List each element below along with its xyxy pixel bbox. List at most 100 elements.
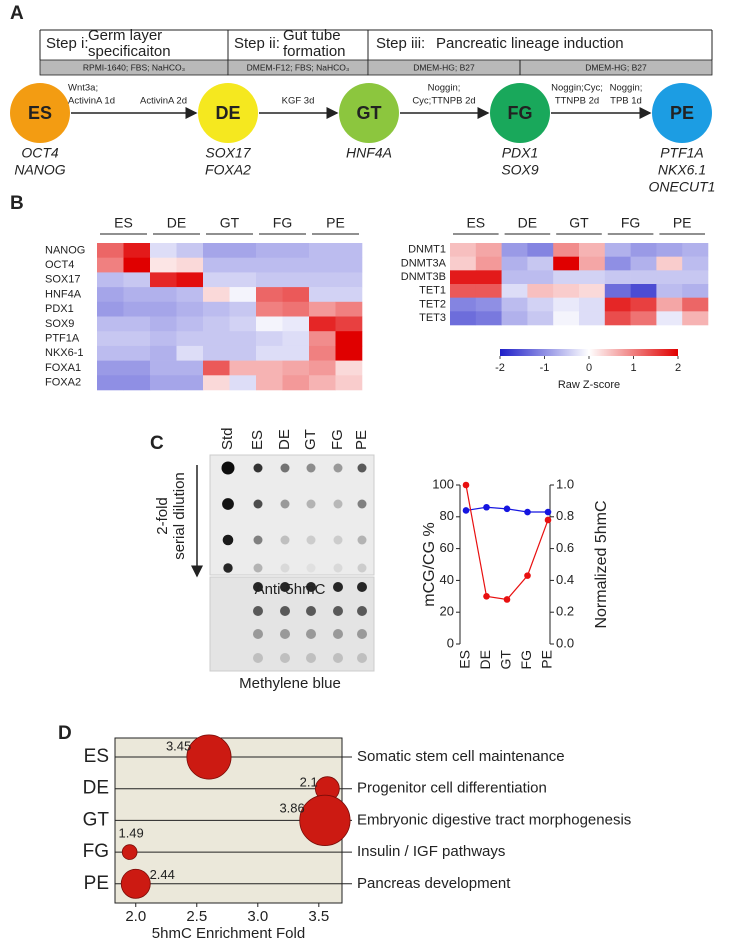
bubble-label: 3.45	[166, 738, 191, 753]
heat-cell	[123, 375, 151, 391]
heat-cell	[282, 331, 310, 347]
marker-gene: OCT4	[21, 145, 59, 161]
heat-cell	[203, 301, 230, 317]
condition: ActivinA 2d	[140, 96, 187, 107]
heat-cell	[682, 243, 709, 257]
heat-cell	[176, 360, 204, 376]
lane-label: PE	[353, 430, 370, 450]
heat-cell	[501, 256, 528, 271]
dilution-label: 2-fold	[154, 497, 171, 535]
heat-cell	[150, 331, 177, 347]
blot-dot	[221, 461, 235, 475]
x-tick-label: 2.5	[186, 908, 207, 925]
row-label: TET2	[419, 298, 446, 310]
heat-cell	[256, 257, 283, 273]
heat-cell	[150, 257, 177, 273]
x-tick-label: 3.0	[247, 908, 268, 925]
heat-cell	[256, 345, 283, 361]
row-label: NKX6-1	[45, 347, 84, 359]
heat-cell	[256, 243, 283, 258]
marker-gene: HNF4A	[346, 145, 392, 161]
heat-cell	[501, 311, 528, 326]
heat-cell	[682, 297, 709, 312]
row-label: NANOG	[45, 244, 85, 256]
heat-cell	[501, 297, 528, 312]
panel-label: D	[58, 723, 72, 744]
heat-cell	[97, 243, 124, 258]
heat-cell	[475, 311, 502, 326]
row-label: SOX9	[45, 318, 74, 330]
stage-label: PE	[670, 103, 694, 123]
step-title: Pancreatic lineage induction	[436, 35, 624, 52]
heat-cell	[450, 270, 477, 285]
heat-cell	[150, 301, 177, 317]
heat-cell	[682, 256, 709, 271]
heat-cell	[97, 316, 124, 332]
heat-cell	[656, 256, 683, 271]
heat-cell	[450, 243, 477, 257]
heat-cell	[282, 345, 310, 361]
heat-cell	[475, 256, 502, 271]
heat-cell	[604, 256, 631, 271]
step-title: Germ layer	[88, 27, 162, 44]
colorbar-tick-label: -2	[495, 362, 505, 374]
heat-cell	[579, 297, 606, 312]
heat-cell	[335, 301, 363, 317]
heat-cell	[335, 345, 363, 361]
heat-cell	[123, 301, 151, 317]
heat-cell	[229, 287, 257, 303]
heat-cell	[203, 287, 230, 303]
row-label: TET1	[419, 285, 446, 297]
heat-cell	[630, 284, 657, 298]
x-tick-label: 2.0	[125, 908, 146, 925]
heat-cell	[501, 270, 528, 285]
row-label: DNMT3B	[401, 271, 446, 283]
y2-axis-label: Normalized 5hmC	[593, 500, 610, 628]
heat-cell	[256, 316, 283, 332]
heat-cell	[123, 257, 151, 273]
y-axis-label: mCG/CG %	[421, 522, 438, 606]
blot-dot	[306, 606, 316, 616]
condition: Wnt3a;	[68, 83, 98, 94]
lane-label: Std	[219, 427, 236, 450]
lane-label: ES	[249, 430, 266, 450]
heat-cell	[527, 311, 554, 326]
bubble	[299, 794, 351, 847]
bubble-label: 2.44	[150, 867, 175, 882]
blot-dot	[280, 463, 290, 473]
heat-cell	[176, 287, 204, 303]
heat-cell	[97, 301, 124, 317]
lane-label: DE	[276, 429, 293, 450]
heat-cell	[123, 243, 151, 258]
heat-cell	[229, 243, 257, 258]
heat-cell	[150, 287, 177, 303]
condition: TPB 1d	[610, 96, 642, 107]
heat-cell	[97, 360, 124, 376]
series-line	[465, 484, 549, 601]
blot-dot	[333, 563, 343, 573]
blot-dot	[333, 629, 343, 639]
y2-tick-label: 1.0	[556, 476, 574, 491]
heat-cell	[203, 257, 230, 273]
heat-cell	[282, 375, 310, 391]
heat-cell	[256, 272, 283, 288]
category-label: FG	[83, 841, 109, 862]
heat-cell	[630, 270, 657, 285]
point	[544, 516, 552, 524]
heat-cell	[176, 301, 204, 317]
blot-dot	[333, 535, 343, 545]
heat-cell	[553, 243, 580, 257]
heat-cell	[656, 311, 683, 326]
x-tick-label: GT	[498, 650, 514, 670]
blot-dot	[253, 629, 263, 639]
heat-cell	[656, 270, 683, 285]
blot-dot	[280, 499, 290, 509]
heat-cell	[475, 284, 502, 298]
point	[524, 572, 531, 579]
heat-cell	[229, 301, 257, 317]
group-label: GT	[569, 215, 589, 231]
heat-cell	[309, 243, 336, 258]
heat-cell	[630, 297, 657, 312]
heat-cell	[229, 257, 257, 273]
heat-cell	[450, 311, 477, 326]
